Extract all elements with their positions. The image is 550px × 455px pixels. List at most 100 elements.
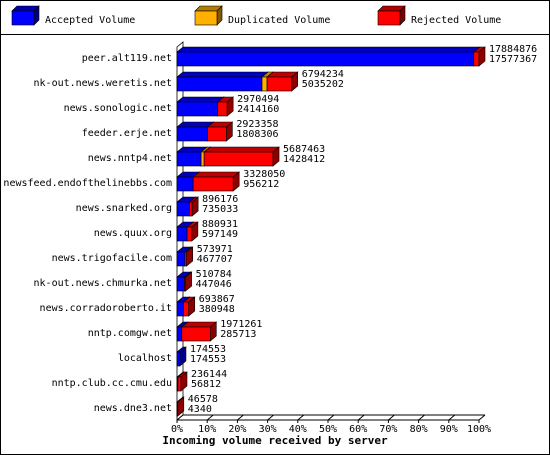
accepted-label: 956212 <box>243 179 279 190</box>
legend-swatch <box>194 10 218 26</box>
y-tick-label: news.nntp4.net <box>88 153 172 164</box>
accepted-label: 2414160 <box>237 104 279 115</box>
legend-swatch <box>377 10 401 26</box>
y-tick-label: feeder.erje.net <box>82 128 172 139</box>
total-label: 2970494 <box>237 94 279 105</box>
bar-segment <box>203 151 274 167</box>
legend-label: Duplicated Volume <box>228 15 330 26</box>
accepted-label: 17577367 <box>489 54 537 65</box>
total-label: 693867 <box>199 294 235 305</box>
bar-segment <box>176 351 181 367</box>
bar-segment <box>183 301 190 317</box>
accepted-label: 735033 <box>202 204 238 215</box>
bar-segment <box>176 251 186 267</box>
y-tick-label: news.corradoroberto.it <box>40 303 172 314</box>
total-label: 174553 <box>190 344 226 355</box>
y-tick-label: news.quux.org <box>94 228 172 239</box>
bar-side <box>186 246 193 267</box>
bar-segment <box>200 151 205 167</box>
x-tick <box>297 414 305 421</box>
y-tick-label: localhost <box>118 353 172 364</box>
bar-segment <box>176 151 202 167</box>
accepted-label: 285713 <box>220 329 256 340</box>
bar-segment <box>207 126 227 142</box>
bar-segment <box>176 176 194 192</box>
accepted-label: 174553 <box>190 354 226 365</box>
bar-segment <box>176 76 263 92</box>
x-tick <box>327 414 335 421</box>
y-tick-label: nntp.comgw.net <box>88 328 172 339</box>
bar-segment <box>176 301 184 317</box>
x-axis-title: Incoming volume received by server <box>162 434 388 447</box>
x-tick-label: 50% <box>319 424 337 435</box>
bar-segment <box>192 176 234 192</box>
x-tick-label: 40% <box>289 424 307 435</box>
bar-segment <box>473 51 480 67</box>
x-tick <box>388 414 395 421</box>
bar-segment <box>176 51 475 67</box>
accepted-label: 380948 <box>199 304 235 315</box>
x-tick-label: 60% <box>349 424 367 435</box>
bar-segment <box>189 201 193 217</box>
bar-side <box>188 296 196 317</box>
accepted-label: 1808306 <box>236 129 278 140</box>
bar-side <box>191 196 199 217</box>
x-tick-label: 70% <box>379 424 397 435</box>
bar-side <box>180 371 188 392</box>
x-tick <box>267 414 274 421</box>
bar-segment <box>176 226 188 242</box>
x-tick-label: 100% <box>467 424 491 435</box>
bar-top <box>192 171 241 178</box>
bar-side <box>179 346 187 367</box>
bar-segment <box>176 126 208 142</box>
y-tick-label: news.dne3.net <box>94 403 172 414</box>
total-label: 880931 <box>202 219 238 230</box>
bar-segment <box>261 76 268 92</box>
bar-side <box>209 321 217 342</box>
bar-side <box>478 46 486 67</box>
bar-side <box>185 271 192 292</box>
total-label: 3328050 <box>243 169 285 180</box>
total-label: 17884876 <box>489 44 537 55</box>
x-tick <box>176 414 184 421</box>
total-label: 896176 <box>202 194 238 205</box>
bar-segment <box>181 326 211 342</box>
x-tick-label: 20% <box>228 424 246 435</box>
total-label: 5687463 <box>283 144 325 155</box>
bar-side <box>291 71 299 92</box>
x-tick-label: 0% <box>171 424 183 435</box>
x-tick <box>206 414 214 421</box>
legend-label: Rejected Volume <box>411 15 501 26</box>
legend-label: Accepted Volume <box>45 15 135 26</box>
bar-segment <box>176 276 185 292</box>
bar-side <box>226 96 234 117</box>
total-label: 236144 <box>191 369 227 380</box>
y-tick-label: news.trigofacile.com <box>52 253 172 264</box>
bar-segment <box>266 76 293 92</box>
legend-swatch <box>11 10 35 26</box>
y-tick-label: nk-out.news.chmurka.net <box>34 278 172 289</box>
y-tick-label: peer.alt119.net <box>82 53 172 64</box>
bar-segment <box>217 101 228 117</box>
accepted-label: 467707 <box>197 254 233 265</box>
accepted-label: 447046 <box>196 279 232 290</box>
total-label: 573971 <box>197 244 233 255</box>
y-tick-label: news.snarked.org <box>76 203 172 214</box>
x-tick <box>357 414 365 421</box>
bar-segment <box>176 326 183 342</box>
x-tick-label: 10% <box>198 424 216 435</box>
bar-top <box>176 71 269 78</box>
x-tick-label: 90% <box>440 424 458 435</box>
x-tick <box>418 414 425 421</box>
x-tick-label: 80% <box>410 424 428 435</box>
bar-top <box>203 146 280 153</box>
bar-top <box>176 96 225 103</box>
y-tick-label: newsfeed.endofthelinebbs.com <box>3 178 172 189</box>
accepted-label: 1428412 <box>283 154 325 165</box>
bar-top <box>176 46 481 53</box>
bar-segment <box>176 201 190 217</box>
total-label: 2923358 <box>236 119 278 130</box>
bar-segment <box>186 226 193 242</box>
total-label: 1971261 <box>220 319 262 330</box>
